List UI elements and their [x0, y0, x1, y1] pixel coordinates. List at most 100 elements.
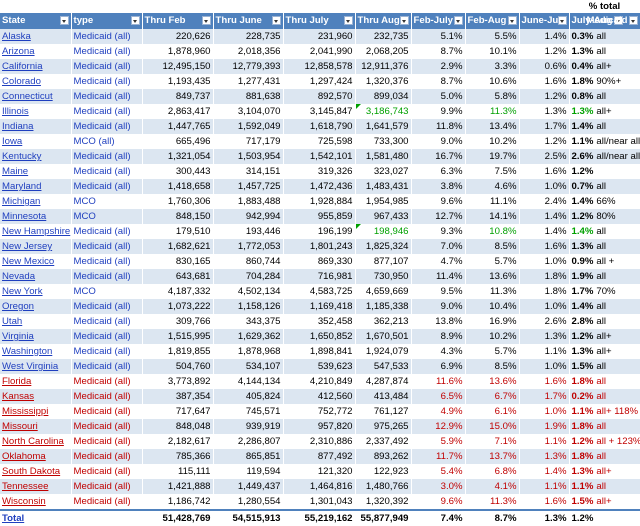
feb-aug-cell[interactable]: 8.5%	[465, 359, 520, 374]
thru-feb-cell[interactable]: 3,773,892	[142, 374, 214, 389]
thru-aug-cell[interactable]: 1,825,324	[355, 239, 412, 254]
thru-feb-cell[interactable]: 1,418,658	[142, 179, 214, 194]
thru-aug-cell[interactable]: 1,670,501	[355, 329, 412, 344]
type-cell[interactable]: Medicaid (all)	[71, 479, 143, 494]
thru-june-cell[interactable]: 3,104,070	[213, 104, 284, 119]
type-cell[interactable]: Medicaid (all)	[71, 359, 143, 374]
thru-july-cell[interactable]: 1,618,790	[283, 119, 356, 134]
feb-july-cell[interactable]: 9.0%	[411, 134, 466, 149]
thru-july-cell[interactable]: 1,801,243	[283, 239, 356, 254]
june-july-cell[interactable]: 1.7%	[519, 389, 570, 404]
total-label[interactable]: Total	[0, 509, 72, 526]
thru-aug-cell[interactable]: 122,923	[355, 464, 412, 479]
thru-june-cell[interactable]: 1,280,554	[213, 494, 284, 510]
feb-july-cell[interactable]: 8.7%	[411, 74, 466, 89]
feb-july-cell[interactable]: 11.8%	[411, 119, 466, 134]
july-aug-medicaid-cell[interactable]: 1.8% all	[569, 449, 640, 464]
thru-aug-cell[interactable]: 1,483,431	[355, 179, 412, 194]
july-aug-medicaid-cell[interactable]: 1.3% all	[569, 44, 640, 59]
state-cell[interactable]: Illinois	[0, 104, 72, 119]
state-cell[interactable]: Maryland	[0, 179, 72, 194]
july-aug-medicaid-cell[interactable]: 0.2% all	[569, 389, 640, 404]
thru-june-cell[interactable]: 1,878,968	[213, 344, 284, 359]
thru-aug-cell[interactable]: 967,433	[355, 209, 412, 224]
july-aug-medicaid-cell[interactable]: 1.4% all	[569, 119, 640, 134]
thru-aug-cell[interactable]: 1,924,079	[355, 344, 412, 359]
feb-aug-cell[interactable]: 11.3%	[465, 284, 520, 299]
thru-june-cell[interactable]: 12,779,393	[213, 59, 284, 74]
thru-aug-cell[interactable]: 877,107	[355, 254, 412, 269]
feb-july-cell[interactable]: 9.0%	[411, 299, 466, 314]
june-july-cell[interactable]: 1.1%	[519, 479, 570, 494]
thru-july-cell[interactable]: 12,858,578	[283, 59, 356, 74]
thru-feb-cell[interactable]: 849,737	[142, 89, 214, 104]
thru-aug-cell[interactable]: 1,954,985	[355, 194, 412, 209]
july-aug-medicaid-cell[interactable]: 1.5% all+	[569, 494, 640, 510]
thru-june-cell[interactable]: 1,277,431	[213, 74, 284, 89]
feb-july-cell[interactable]: 5.4%	[411, 464, 466, 479]
thru-feb-cell[interactable]: 504,760	[142, 359, 214, 374]
thru-aug-cell[interactable]: 2,337,492	[355, 434, 412, 449]
thru-july-cell[interactable]: 539,623	[283, 359, 356, 374]
thru-feb-cell[interactable]: 1,878,960	[142, 44, 214, 59]
july-aug-medicaid-cell[interactable]: 1.2% all+	[569, 329, 640, 344]
feb-july-cell[interactable]: 2.9%	[411, 59, 466, 74]
col-header-thru-feb[interactable]: Thru Feb	[142, 13, 214, 29]
thru-aug-cell[interactable]: 3,186,743	[355, 104, 412, 119]
filter-dropdown-icon[interactable]	[343, 16, 353, 25]
thru-feb-cell[interactable]: 387,354	[142, 389, 214, 404]
june-july-cell[interactable]: 1.4%	[519, 29, 570, 44]
type-cell[interactable]: Medicaid (all)	[71, 59, 143, 74]
feb-aug-cell[interactable]: 10.4%	[465, 299, 520, 314]
feb-july-cell[interactable]: 5.1%	[411, 29, 466, 44]
type-cell[interactable]: Medicaid (all)	[71, 404, 143, 419]
thru-aug-cell[interactable]: 323,027	[355, 164, 412, 179]
feb-july-cell[interactable]: 5.9%	[411, 434, 466, 449]
thru-feb-cell[interactable]: 785,366	[142, 449, 214, 464]
type-cell[interactable]: Medicaid (all)	[71, 44, 143, 59]
total-thru-feb[interactable]: 51,428,769	[142, 509, 214, 526]
state-cell[interactable]: Missouri	[0, 419, 72, 434]
june-july-cell[interactable]: 1.2%	[519, 89, 570, 104]
total-july-aug[interactable]: 1.2%	[569, 509, 640, 526]
filter-dropdown-icon[interactable]	[557, 16, 567, 25]
thru-june-cell[interactable]: 1,449,437	[213, 479, 284, 494]
june-july-cell[interactable]: 1.3%	[519, 329, 570, 344]
feb-aug-cell[interactable]: 10.1%	[465, 44, 520, 59]
thru-feb-cell[interactable]: 717,647	[142, 404, 214, 419]
feb-july-cell[interactable]: 11.6%	[411, 374, 466, 389]
feb-july-cell[interactable]: 6.5%	[411, 389, 466, 404]
feb-july-cell[interactable]: 3.8%	[411, 179, 466, 194]
june-july-cell[interactable]: 1.3%	[519, 104, 570, 119]
june-july-cell[interactable]: 1.7%	[519, 119, 570, 134]
june-july-cell[interactable]: 2.6%	[519, 314, 570, 329]
state-cell[interactable]: Minnesota	[0, 209, 72, 224]
thru-feb-cell[interactable]: 309,766	[142, 314, 214, 329]
type-cell[interactable]: Medicaid (all)	[71, 164, 143, 179]
thru-june-cell[interactable]: 1,772,053	[213, 239, 284, 254]
total-june-july[interactable]: 1.3%	[519, 509, 570, 526]
type-cell[interactable]: Medicaid (all)	[71, 254, 143, 269]
thru-aug-cell[interactable]: 893,262	[355, 449, 412, 464]
thru-july-cell[interactable]: 2,041,990	[283, 44, 356, 59]
july-aug-medicaid-cell[interactable]: 1.4% all	[569, 299, 640, 314]
state-cell[interactable]: Nevada	[0, 269, 72, 284]
feb-july-cell[interactable]: 8.9%	[411, 329, 466, 344]
thru-feb-cell[interactable]: 1,321,054	[142, 149, 214, 164]
feb-july-cell[interactable]: 9.5%	[411, 284, 466, 299]
thru-aug-cell[interactable]: 413,484	[355, 389, 412, 404]
july-aug-medicaid-cell[interactable]: 1.8% all	[569, 374, 640, 389]
thru-feb-cell[interactable]: 848,150	[142, 209, 214, 224]
july-aug-medicaid-cell[interactable]: 2.6% all/near all	[569, 149, 640, 164]
type-cell[interactable]: Medicaid (all)	[71, 329, 143, 344]
state-cell[interactable]: Iowa	[0, 134, 72, 149]
state-cell[interactable]: Maine	[0, 164, 72, 179]
state-cell[interactable]: Utah	[0, 314, 72, 329]
june-july-cell[interactable]: 1.2%	[519, 134, 570, 149]
july-aug-medicaid-cell[interactable]: 0.9% all +	[569, 254, 640, 269]
type-cell[interactable]: Medicaid (all)	[71, 374, 143, 389]
july-aug-medicaid-cell[interactable]: 2.8% all	[569, 314, 640, 329]
thru-feb-cell[interactable]: 1,447,765	[142, 119, 214, 134]
thru-aug-cell[interactable]: 232,735	[355, 29, 412, 44]
thru-aug-cell[interactable]: 198,946	[355, 224, 412, 239]
